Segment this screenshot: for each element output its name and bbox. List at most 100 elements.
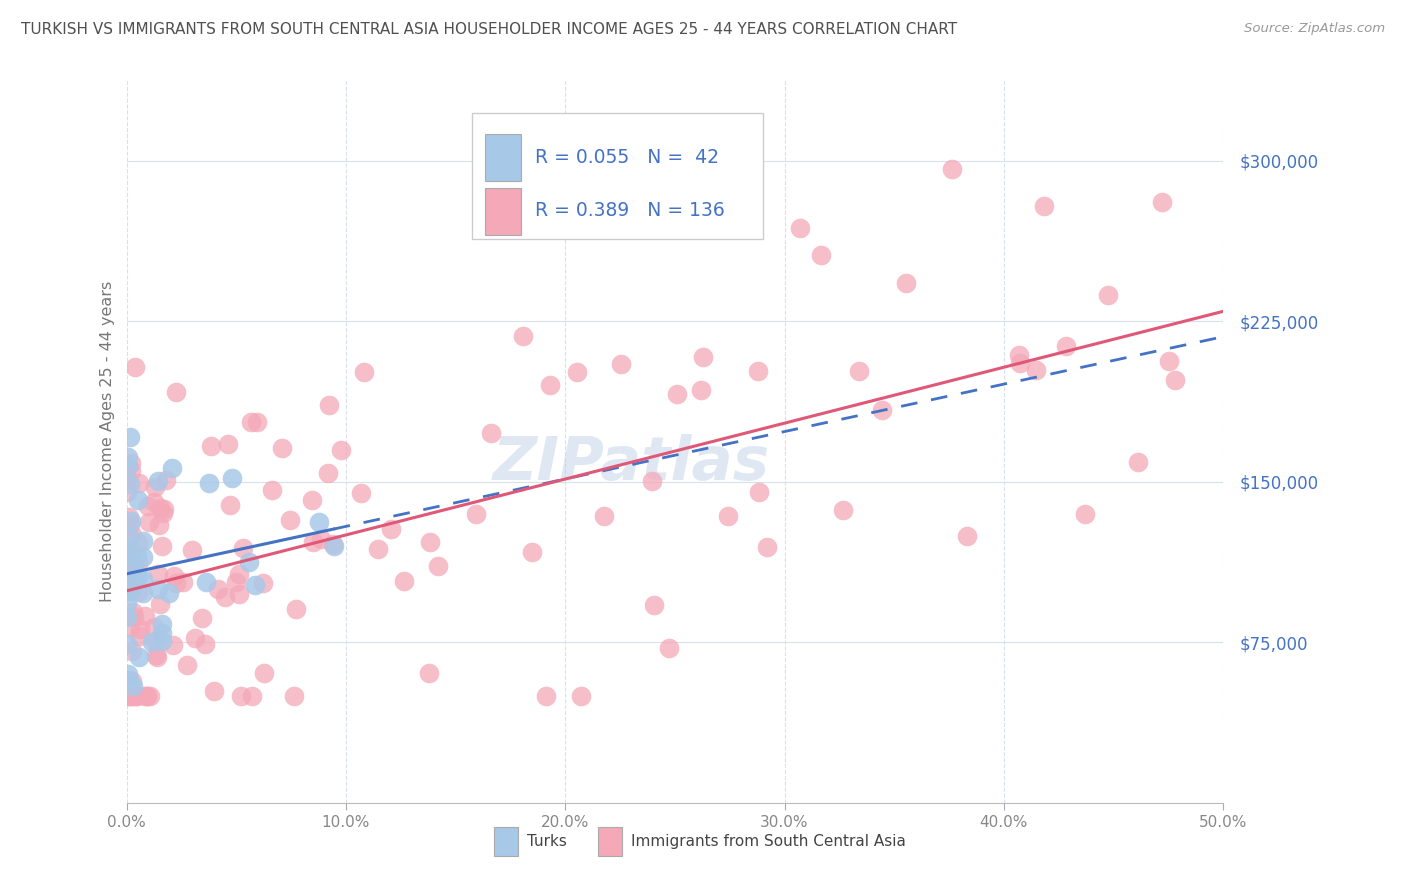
Point [285,602,308,616]
Point [380,522,402,536]
Point [134,689,156,703]
Point [149,598,172,612]
Point [157,586,180,600]
Point [941,162,963,177]
Point [219,498,242,512]
Point [122,558,145,573]
FancyBboxPatch shape [472,112,762,239]
Point [565,365,588,379]
Point [124,360,146,375]
Point [165,385,187,400]
Point [240,689,263,703]
Point [115,579,138,593]
Point [221,471,243,485]
Point [184,632,207,646]
Point [118,681,141,696]
Point [194,636,217,650]
Point [146,474,169,488]
Point [870,402,893,417]
Point [418,665,440,680]
Point [228,567,250,582]
Point [139,689,162,703]
Point [165,576,187,591]
Point [789,221,811,235]
Point [1097,287,1119,301]
Point [120,430,142,444]
Point [252,575,274,590]
Point [118,575,141,590]
Point [253,665,276,680]
Point [145,633,167,648]
Text: Turks: Turks [527,834,567,848]
Point [1025,363,1047,377]
Point [115,596,138,610]
Text: Immigrants from South Central Asia: Immigrants from South Central Asia [631,834,905,848]
Point [149,501,172,516]
Point [329,443,352,458]
Point [692,350,714,364]
Point [831,502,853,516]
Point [129,622,152,636]
Point [132,549,155,564]
Point [136,689,159,703]
Point [121,560,143,574]
Point [118,541,141,556]
Point [243,578,266,592]
Point [748,485,770,500]
Point [262,483,284,497]
Point [141,635,163,649]
Point [115,485,138,500]
Point [1157,354,1180,368]
Point [308,515,330,529]
Point [146,567,169,582]
Point [118,476,141,491]
Point [132,534,155,549]
Text: TURKISH VS IMMIGRANTS FROM SOUTH CENTRAL ASIA HOUSEHOLDER INCOME AGES 25 - 44 YE: TURKISH VS IMMIGRANTS FROM SOUTH CENTRAL… [21,22,957,37]
Point [194,575,217,590]
Point [153,502,176,516]
Point [512,329,534,343]
Point [228,587,250,601]
Point [115,609,138,624]
Point [127,585,149,599]
Point [200,439,222,453]
Point [125,689,148,703]
Point [810,247,832,261]
Point [894,276,917,290]
Point [136,689,159,703]
Point [143,620,166,634]
Point [117,689,139,703]
Point [643,598,665,612]
Point [120,456,142,470]
Point [571,689,593,703]
Point [127,556,149,570]
Text: R = 0.055   N =  42: R = 0.055 N = 42 [534,148,718,167]
Point [246,415,269,429]
Point [689,383,711,397]
Point [155,474,177,488]
Point [152,507,174,521]
Point [128,650,150,665]
Point [120,548,142,562]
Point [1032,199,1054,213]
Point [118,517,141,532]
Point [232,541,254,555]
Point [143,480,166,494]
Point [120,514,142,528]
Point [128,475,150,490]
Point [136,499,159,513]
Point [1008,348,1031,362]
Point [118,510,141,524]
Point [121,605,143,619]
Point [848,363,870,377]
FancyBboxPatch shape [598,827,623,855]
Point [120,620,142,634]
Point [125,549,148,563]
Point [146,582,169,596]
Point [392,574,415,589]
Point [214,590,236,604]
Point [271,442,294,456]
Point [302,534,325,549]
Point [162,638,184,652]
Point [322,537,344,551]
